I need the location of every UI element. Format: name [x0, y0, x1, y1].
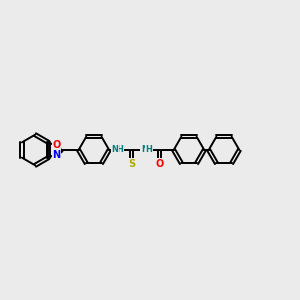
Text: H: H: [145, 146, 152, 154]
Text: O: O: [52, 140, 61, 150]
Text: S: S: [128, 159, 135, 169]
Text: N: N: [112, 146, 118, 154]
Text: O: O: [155, 159, 164, 169]
Text: H: H: [116, 146, 123, 154]
Text: N: N: [52, 150, 61, 160]
Text: N: N: [141, 146, 148, 154]
